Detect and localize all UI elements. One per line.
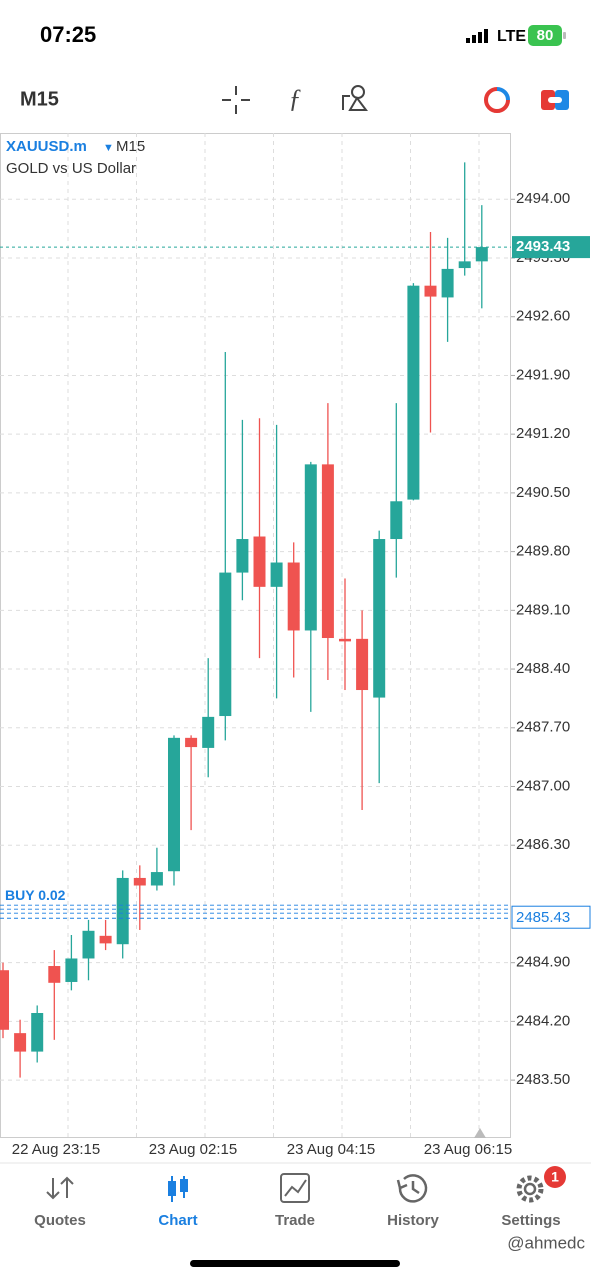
candle-body	[356, 638, 369, 691]
y-tick-label: 2487.00	[516, 777, 570, 794]
candle-body	[390, 501, 403, 540]
x-tick-label: 23 Aug 02:15	[149, 1141, 237, 1158]
candle-body	[168, 737, 180, 872]
y-tick-label: 2484.90	[516, 954, 570, 971]
candle-body	[424, 285, 437, 297]
home-indicator	[190, 1260, 400, 1267]
candle-body	[441, 268, 454, 298]
symbol-description: GOLD vs US Dollar	[6, 160, 136, 177]
candle-body	[373, 539, 386, 698]
y-tick-label: 2487.70	[516, 719, 570, 736]
y-tick-label: 2489.10	[516, 601, 570, 618]
candle-body	[202, 716, 215, 748]
symbol: XAUUSD.m	[6, 138, 87, 155]
battery-tip	[563, 32, 566, 39]
candle-body	[270, 562, 283, 587]
candle-body	[475, 247, 488, 262]
one-click-button[interactable]	[484, 87, 510, 113]
candles	[0, 162, 488, 1078]
candle-body	[116, 877, 129, 945]
current-price-box	[512, 236, 590, 259]
symbol-arrow: ▼	[103, 142, 114, 154]
indicators-button[interactable]: ƒ	[289, 84, 302, 113]
candle-body	[219, 572, 232, 717]
order-price-label: 2485.43	[516, 909, 570, 926]
candle-body	[287, 562, 300, 631]
tab-label[interactable]: Quotes	[34, 1212, 86, 1229]
candle-body	[82, 930, 95, 959]
y-tick-label: 2492.60	[516, 308, 570, 325]
history-icon[interactable]	[396, 1174, 428, 1203]
candle-body	[304, 464, 317, 631]
candle-body	[321, 464, 334, 639]
signal-icon	[466, 29, 488, 43]
scroll-marker	[474, 1128, 486, 1138]
trade-button[interactable]	[541, 90, 569, 110]
candle-body	[65, 958, 78, 982]
chart-timeframe: M15	[116, 138, 145, 155]
candle-body	[133, 877, 146, 886]
tab-label[interactable]: Settings	[501, 1212, 560, 1229]
order-price-box	[511, 905, 591, 929]
chart-icon[interactable]	[168, 1176, 188, 1202]
grid: 2494.002493.302492.602491.902491.202490.…	[0, 133, 570, 1138]
chart-frame	[0, 133, 511, 1138]
candle-body	[458, 261, 471, 269]
y-tick-label: 2484.20	[516, 1012, 570, 1029]
order-label: BUY 0.02	[5, 887, 66, 903]
candle-body	[185, 737, 198, 748]
y-tick-label: 2488.40	[516, 660, 570, 677]
trade-icon[interactable]	[280, 1173, 310, 1203]
candle-body	[407, 285, 420, 500]
y-tick-label: 2491.20	[516, 425, 570, 442]
candle-body	[31, 1013, 44, 1052]
status-time: 07:25	[40, 22, 96, 47]
y-tick-label: 2491.90	[516, 366, 570, 383]
tab-label[interactable]: History	[387, 1212, 439, 1229]
candle-body	[99, 935, 112, 944]
network-label: LTE	[497, 28, 526, 45]
x-tick-label: 22 Aug 23:15	[12, 1141, 100, 1158]
battery-level: 80	[537, 27, 554, 44]
watermark: @ahmedc	[507, 1233, 585, 1252]
y-tick-label: 2486.30	[516, 836, 570, 853]
candle-body	[14, 1033, 27, 1052]
quotes-icon[interactable]	[46, 1176, 74, 1200]
y-tick-label: 2489.80	[516, 543, 570, 560]
timeframe-button[interactable]: M15	[20, 88, 59, 110]
candle-body	[0, 970, 9, 1030]
overlay: BUY 0.02 2485.43 2493.43	[0, 236, 591, 929]
objects-button[interactable]	[342, 85, 368, 111]
candle-body	[236, 539, 249, 573]
settings-icon[interactable]	[516, 1166, 566, 1203]
y-tick-label: 2490.50	[516, 484, 570, 501]
tab-label[interactable]: Trade	[275, 1212, 315, 1229]
y-tick-label: 2494.00	[516, 190, 570, 207]
x-tick-label: 23 Aug 04:15	[287, 1141, 375, 1158]
notification-badge: 1	[551, 1169, 559, 1185]
current-price-label: 2493.43	[516, 238, 570, 255]
candle-body	[253, 536, 266, 587]
candle-body	[150, 872, 163, 886]
candle-body	[339, 638, 351, 642]
crosshair-button[interactable]	[222, 86, 250, 114]
y-tick-label: 2483.50	[516, 1071, 570, 1088]
candle-body	[48, 966, 61, 983]
tab-label[interactable]: Chart	[158, 1212, 197, 1229]
x-tick-label: 23 Aug 06:15	[424, 1141, 512, 1158]
battery	[528, 25, 562, 46]
